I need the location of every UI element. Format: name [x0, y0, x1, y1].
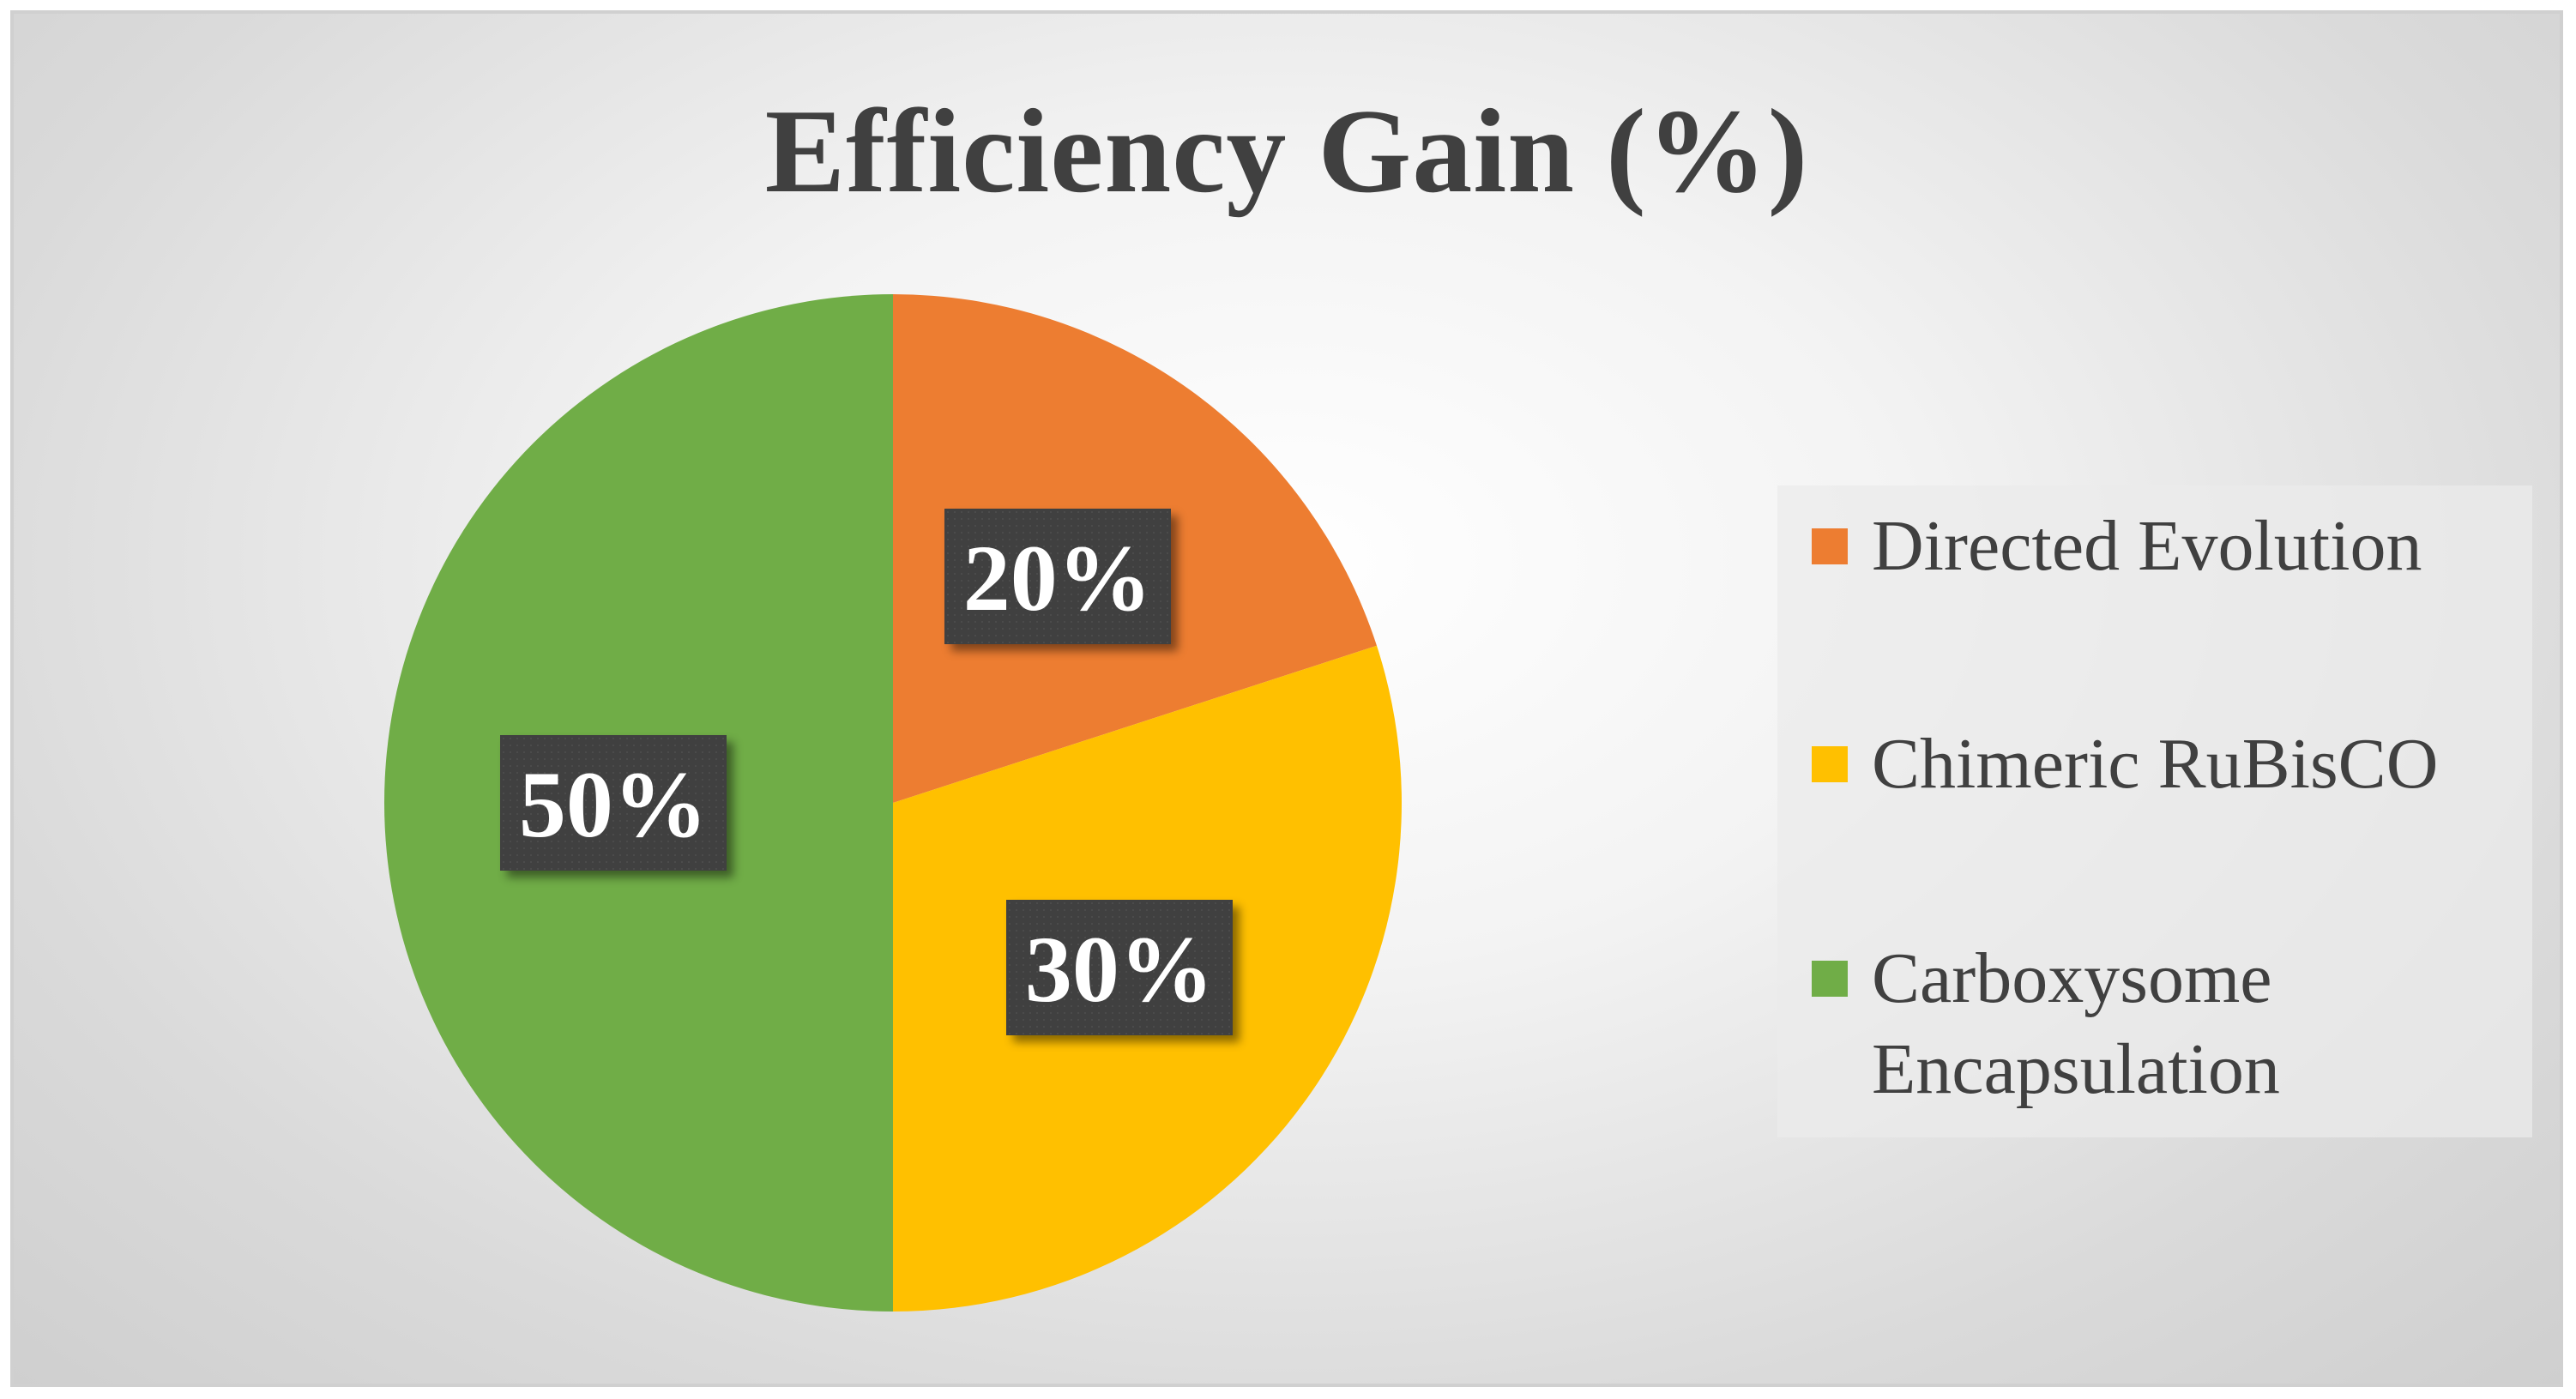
chart-title: Efficiency Gain (%) — [764, 85, 1809, 218]
legend: Directed Evolution Chimeric RuBisCO Carb… — [1777, 485, 2532, 1137]
legend-swatch — [1812, 528, 1848, 564]
legend-label: Chimeric RuBisCO — [1872, 724, 2439, 804]
legend-swatch — [1812, 961, 1848, 997]
legend-label: Directed Evolution — [1872, 506, 2422, 586]
chart-frame: Efficiency Gain (%) 20% 30% 50% Directed E… — [10, 10, 2563, 1387]
data-label: 50% — [499, 735, 727, 871]
legend-swatch — [1812, 746, 1848, 782]
data-label: 20% — [944, 509, 1171, 645]
data-label: 30% — [1005, 899, 1233, 1035]
legend-label: Carboxysome Encapsulation — [1872, 938, 2280, 1109]
